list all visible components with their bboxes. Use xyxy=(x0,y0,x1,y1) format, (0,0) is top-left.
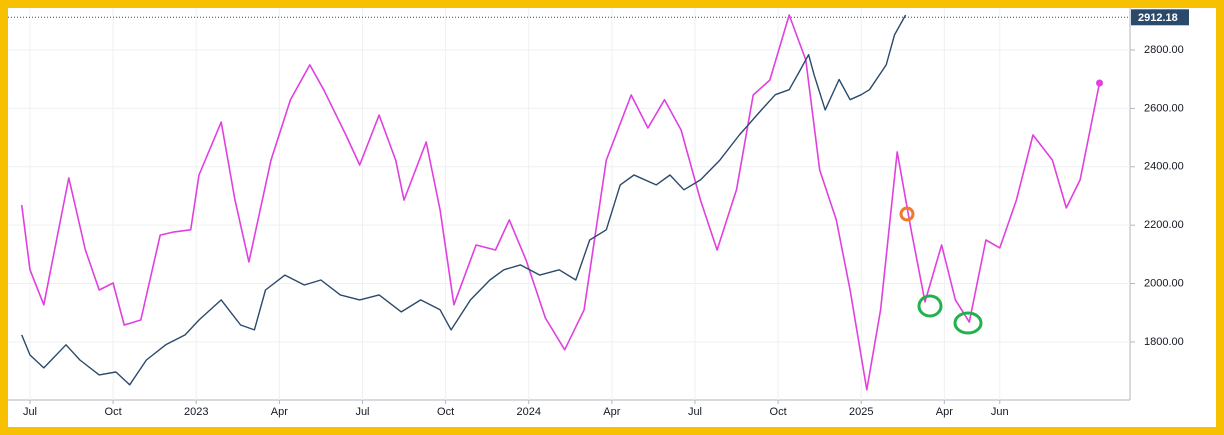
x-tick-label: Apr xyxy=(271,406,288,418)
x-tick-label: Oct xyxy=(437,406,454,418)
last-value-box xyxy=(1131,9,1189,26)
y-tick-label: 2400.00 xyxy=(1144,161,1184,173)
x-tick-label: Oct xyxy=(105,406,122,418)
x-tick-label: Jul xyxy=(355,406,369,418)
green-circle-marker xyxy=(953,311,983,335)
x-tick-label: Jul xyxy=(23,406,37,418)
y-tick-label: 2200.00 xyxy=(1144,219,1184,231)
green-circle-marker xyxy=(917,294,943,318)
x-tick-label: Jul xyxy=(688,406,702,418)
y-tick-label: 1800.00 xyxy=(1144,336,1184,348)
x-tick-label: 2024 xyxy=(516,406,540,418)
series-line xyxy=(21,14,907,386)
orange-circle-marker xyxy=(899,206,915,222)
x-tick-label: Jun xyxy=(991,406,1009,418)
annotations xyxy=(899,206,983,335)
x-tick-label: Apr xyxy=(936,406,953,418)
x-tick-label: Apr xyxy=(603,406,620,418)
y-tick-label: 2800.00 xyxy=(1144,44,1184,56)
series-end-dot xyxy=(1096,79,1104,87)
x-tick-label: 2023 xyxy=(184,406,208,418)
y-tick-label: 2000.00 xyxy=(1144,277,1184,289)
last-value-label: 2912.18 xyxy=(1138,12,1178,24)
y-tick-label: 2600.00 xyxy=(1144,102,1184,114)
x-tick-label: 2025 xyxy=(849,406,873,418)
x-tick-label: Oct xyxy=(770,406,787,418)
series-line xyxy=(20,14,1101,391)
